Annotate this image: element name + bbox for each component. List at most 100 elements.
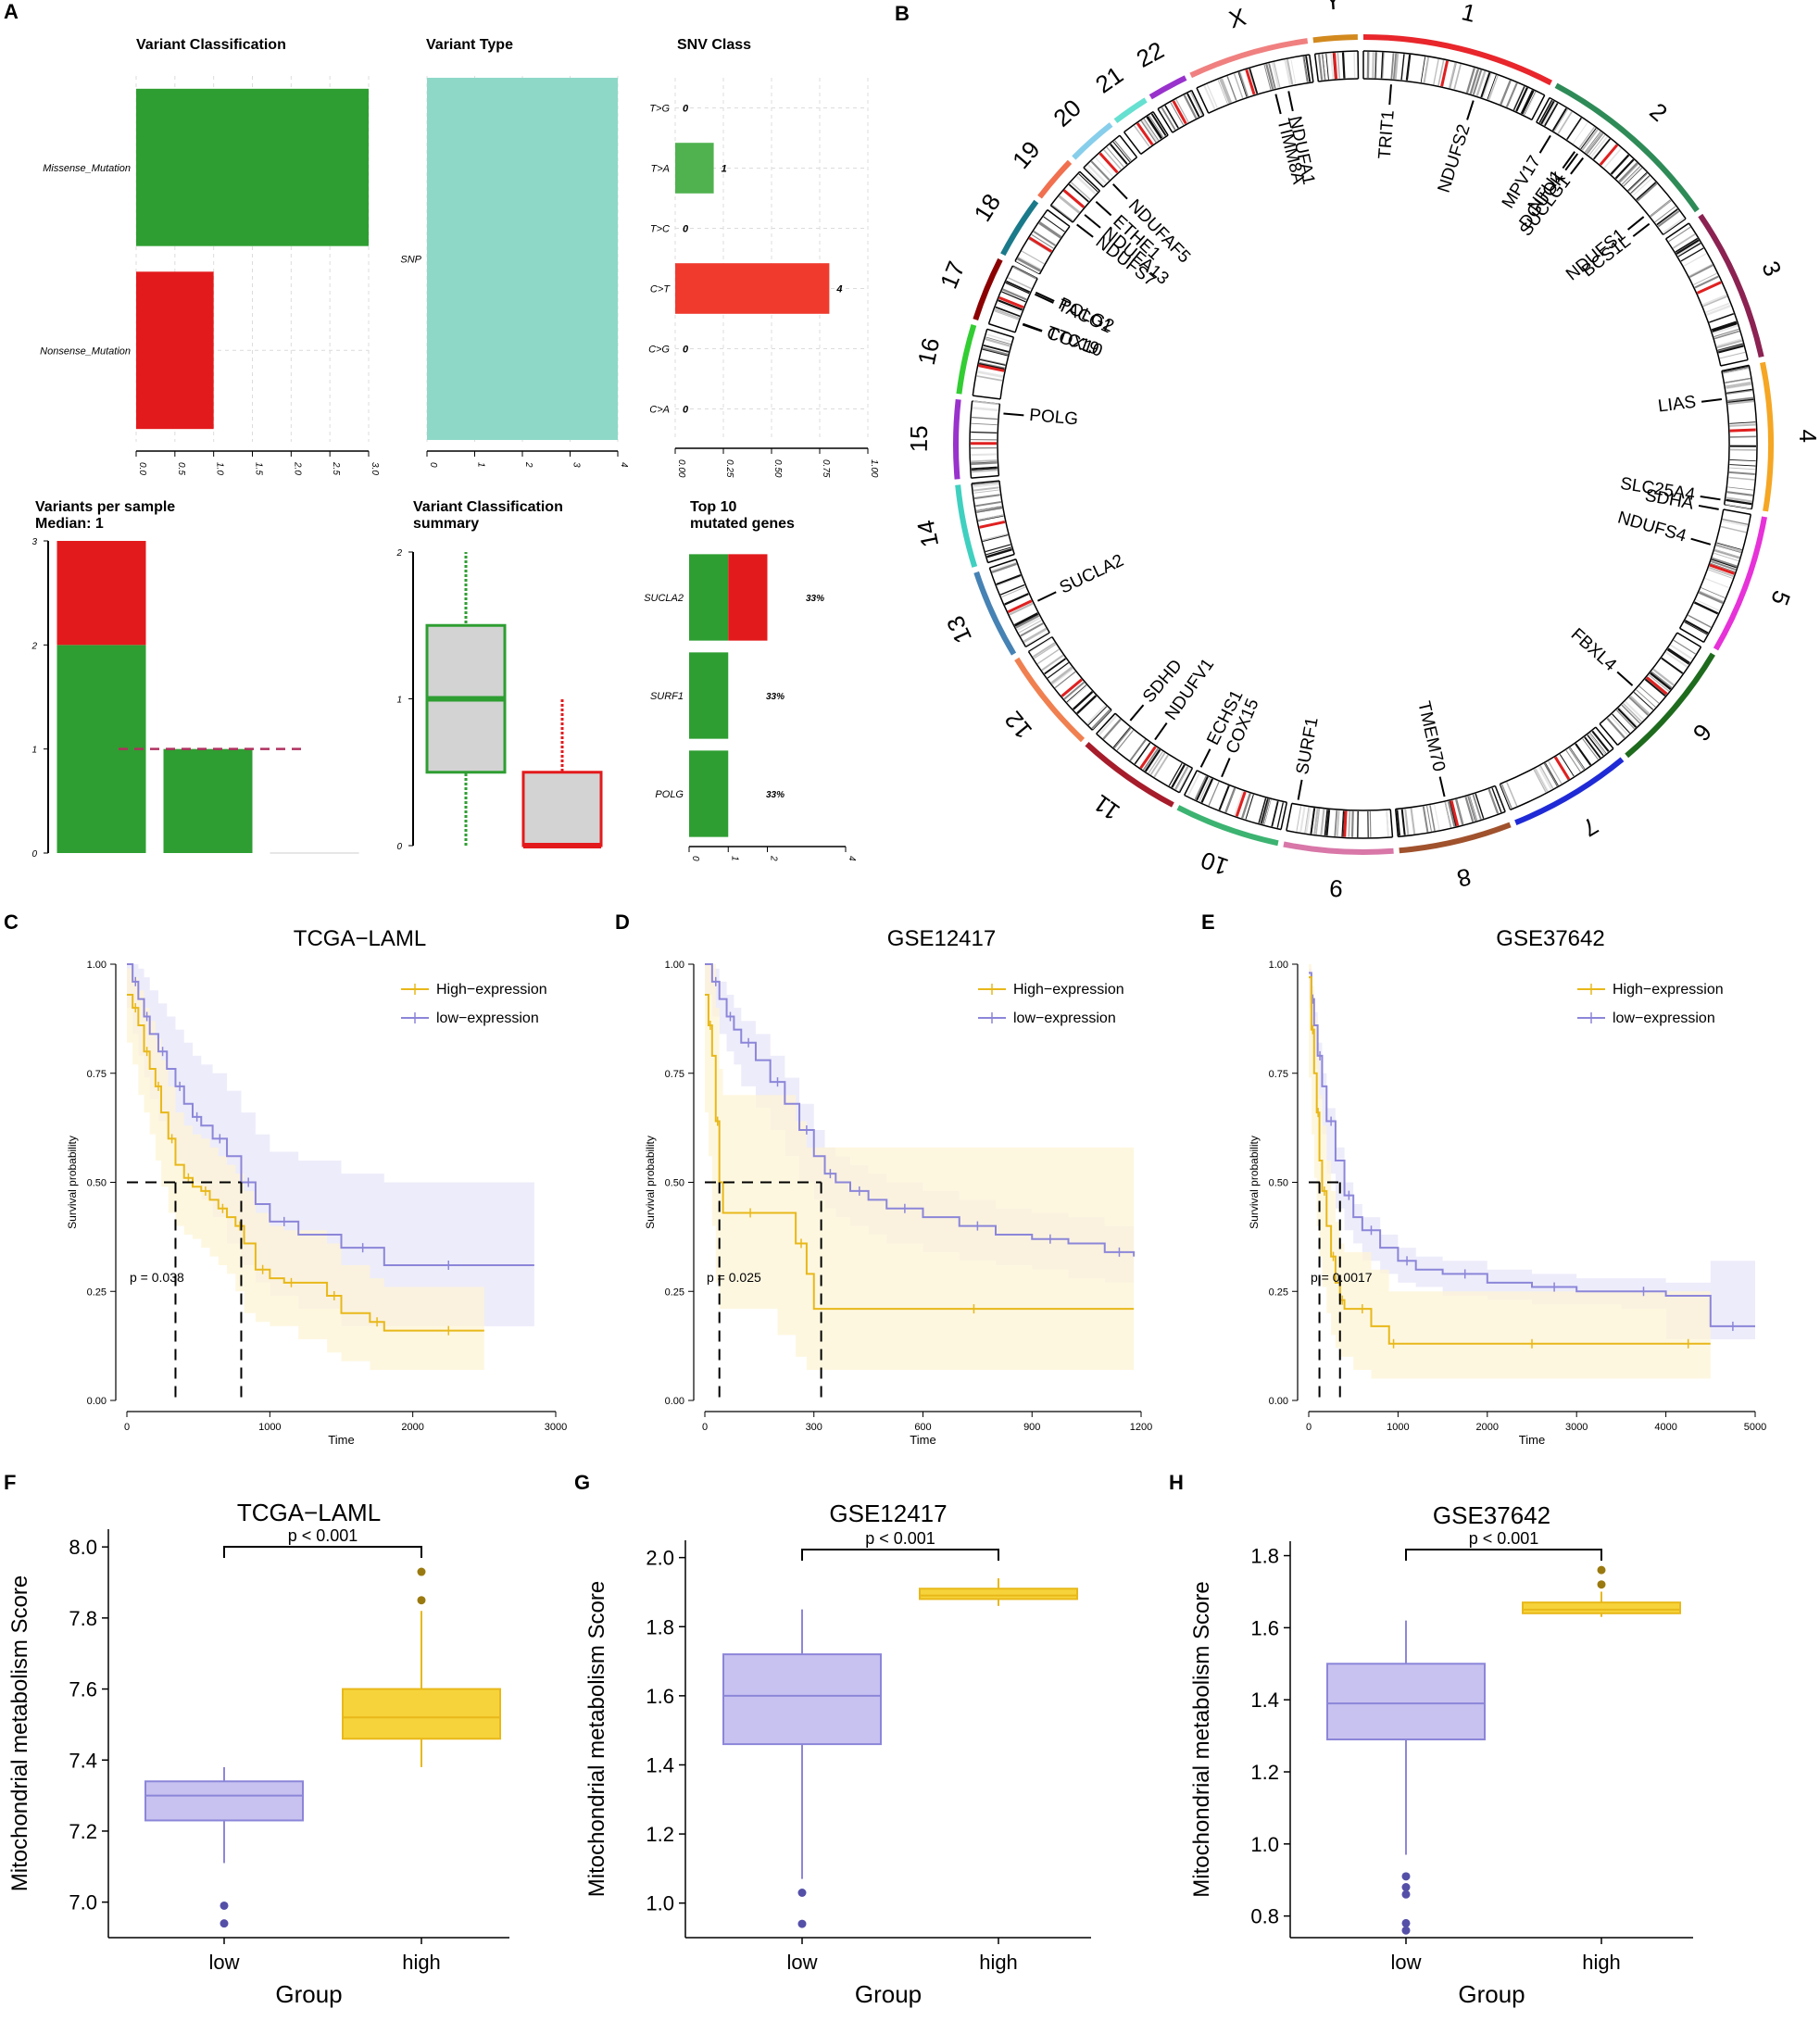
- cytoband: [1353, 52, 1356, 79]
- tick-label: 7.0: [69, 1891, 97, 1914]
- cytoband: [1070, 182, 1091, 201]
- cytoband: [1001, 291, 1026, 303]
- cytoband: [1676, 241, 1701, 257]
- ideogram-outline: [1362, 50, 1546, 96]
- cytoband: [1334, 810, 1338, 836]
- cytoband: [1465, 67, 1476, 94]
- cytoband: [976, 507, 1003, 513]
- cytoband: [1636, 182, 1657, 201]
- ideogram-edge: [1047, 208, 1071, 228]
- ideogram-edge: [989, 559, 1017, 569]
- ideogram-outline: [1114, 712, 1193, 769]
- cytoband: [1052, 668, 1074, 685]
- x-axis-label: Group: [855, 1980, 922, 2008]
- legend-label: low−expression: [436, 1010, 539, 1026]
- cytoband: [1271, 62, 1280, 89]
- chart-title: GSE12417: [829, 1500, 947, 1527]
- cytoband: [1422, 806, 1429, 833]
- cytoband: [1694, 275, 1719, 288]
- cytoband: [1726, 383, 1752, 389]
- cytoband: [1400, 54, 1405, 81]
- legend-label: High−expression: [1613, 982, 1724, 998]
- cytoband: [1369, 810, 1372, 837]
- ideogram-outline: [1140, 134, 1169, 155]
- cytoband: [994, 310, 1019, 320]
- gene-tick: [1466, 100, 1475, 120]
- p-value: p < 0.001: [865, 1529, 935, 1548]
- ideogram-edge: [1531, 94, 1546, 120]
- cytoband: [1447, 800, 1456, 827]
- cytoband: [1713, 552, 1739, 561]
- cytoband: [1538, 766, 1552, 790]
- ideogram-outline: [1049, 170, 1081, 207]
- chromosome-arc: [956, 324, 977, 395]
- chromosome-label: 22: [1132, 36, 1169, 73]
- circos-plot: 12345678910111213141516171819202122XYTRI…: [905, 0, 1820, 903]
- legend-label: low−expression: [1613, 1010, 1715, 1026]
- ideogram-edge: [1286, 803, 1293, 831]
- cytoband: [1110, 144, 1128, 165]
- tick-label: 1: [476, 462, 486, 468]
- tick-label: 7.6: [69, 1678, 97, 1701]
- cytoband: [1606, 717, 1625, 739]
- bar: [427, 77, 618, 441]
- centromere: [1061, 678, 1083, 697]
- cytoband: [1400, 809, 1406, 835]
- cytoband: [1187, 772, 1200, 797]
- cytoband: [1475, 793, 1485, 819]
- chromosome-arc: [955, 484, 978, 568]
- value-label: 0: [683, 405, 689, 416]
- chromosome-label: 8: [1454, 862, 1474, 892]
- chromosome-label: 18: [968, 189, 1006, 226]
- value-label: 0: [683, 345, 689, 356]
- cytoband: [1501, 784, 1512, 809]
- tick-label: 2: [395, 548, 402, 559]
- cytoband: [1675, 237, 1699, 253]
- cytoband: [1715, 543, 1742, 553]
- outlier: [1401, 1883, 1411, 1892]
- cytoband: [1544, 762, 1559, 786]
- ideogram-edge: [1389, 809, 1394, 837]
- cytoband: [1566, 117, 1583, 141]
- cytoband: [1698, 591, 1724, 605]
- boxplot-G: GSE12417 1.0 1.2 1.4 1.6 1.8 2.0 Mitochondrial …: [584, 1500, 1091, 2008]
- tick-label: 2: [523, 461, 533, 468]
- cytoband: [1676, 239, 1700, 255]
- ideogram-edge: [972, 480, 1000, 484]
- box: [521, 771, 603, 847]
- cytoband: [1020, 622, 1044, 637]
- cytoband: [1090, 160, 1111, 182]
- cytoband: [1043, 216, 1065, 232]
- cytoband: [1728, 476, 1755, 481]
- cytoband: [1661, 657, 1684, 674]
- gene-tick: [1199, 748, 1211, 768]
- bar: [675, 263, 830, 314]
- centromere: [1343, 810, 1348, 837]
- ideogram-outline: [1014, 209, 1048, 262]
- cytoband: [1590, 136, 1608, 158]
- cytoband: [1325, 53, 1329, 80]
- cytoband: [1305, 56, 1312, 82]
- cytoband: [1592, 138, 1611, 160]
- ideogram-edge: [1119, 134, 1138, 158]
- cytoband: [971, 422, 998, 426]
- cytoband: [1051, 204, 1073, 222]
- cytoband: [1727, 396, 1754, 402]
- ideogram-outline: [1678, 508, 1725, 629]
- gene-label: SURF1: [1293, 716, 1323, 776]
- ideogram-outline: [988, 567, 1027, 647]
- cytoband: [1726, 496, 1752, 503]
- tick-label: 1.0: [646, 1892, 674, 1915]
- cytoband: [1713, 324, 1738, 334]
- cytoband: [1087, 163, 1108, 183]
- gene-label: LIAS: [1657, 393, 1698, 417]
- cytoband: [985, 333, 1012, 343]
- tick-label: 0: [1306, 1422, 1312, 1433]
- tick-label: 0.50: [87, 1178, 107, 1189]
- cytoband: [1086, 704, 1107, 725]
- chromosome-label: 20: [1048, 94, 1086, 132]
- cytoband: [1716, 339, 1743, 349]
- box: [144, 1780, 304, 1822]
- cytoband: [1018, 256, 1042, 270]
- category-label: T>A: [651, 164, 670, 175]
